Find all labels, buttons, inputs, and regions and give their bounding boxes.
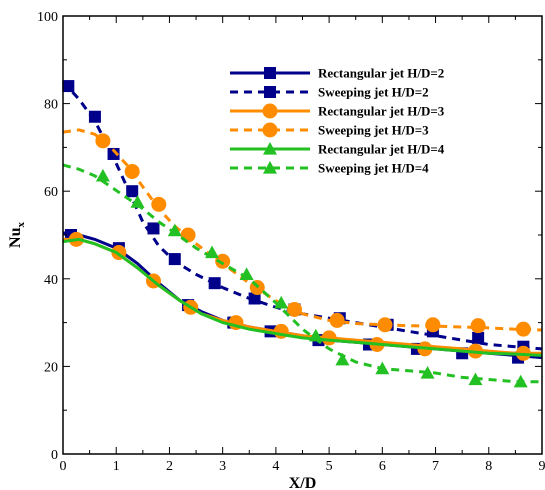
legend-item: Rectangular jet H/D=4	[230, 142, 445, 157]
data-point	[377, 317, 393, 333]
x-tick-label: 9	[539, 459, 545, 474]
y-axis-title-sub: x	[15, 222, 27, 228]
data-point	[147, 222, 160, 235]
series-line	[63, 237, 542, 355]
data-point	[470, 318, 486, 334]
data-point	[264, 86, 276, 98]
plot-frame	[62, 15, 543, 455]
y-axis-title: Nux	[7, 222, 27, 248]
series	[62, 163, 542, 388]
legend-label: Rectangular jet H/D=3	[318, 104, 445, 119]
data-point	[248, 292, 261, 305]
y-axis-title-main: Nu	[7, 227, 24, 248]
data-point	[205, 245, 220, 259]
data-point	[335, 352, 350, 366]
y-axis: 0 20 40 60 80 100	[37, 10, 542, 463]
y-tick-label: 80	[44, 98, 58, 113]
series	[62, 237, 543, 357]
series	[62, 229, 543, 364]
data-point	[95, 133, 111, 149]
x-tick-label: 5	[326, 459, 333, 474]
data-point	[262, 103, 278, 119]
x-tick-label: 2	[166, 459, 173, 474]
x-tick-label: 3	[219, 459, 226, 474]
data-point	[208, 277, 221, 290]
data-point	[308, 328, 323, 342]
y-tick-label: 20	[44, 360, 58, 375]
legend-item: Rectangular jet H/D=3	[230, 103, 445, 119]
plot-lines	[61, 80, 543, 388]
series	[62, 128, 543, 337]
data-point	[513, 374, 528, 388]
x-axis: 0 1 2 3 4 5 6 7 8 9	[60, 16, 545, 474]
data-point	[88, 110, 101, 123]
data-point	[263, 161, 277, 174]
data-point	[95, 168, 110, 182]
data-point	[262, 122, 278, 138]
y-tick-label: 100	[37, 10, 58, 25]
data-point	[472, 331, 485, 344]
svg-text:Nux: Nux	[7, 222, 27, 248]
legend-item: Sweeping jet H/D=3	[230, 122, 429, 138]
data-point	[321, 330, 337, 346]
x-tick-label: 8	[485, 459, 492, 474]
data-point	[168, 253, 181, 266]
legend-label: Rectangular jet H/D=2	[318, 66, 444, 81]
data-point	[107, 147, 120, 160]
data-point	[62, 80, 75, 93]
x-tick-label: 0	[60, 459, 67, 474]
series-line	[62, 237, 543, 357]
legend: Rectangular jet H/D=2 Sweeping jet H/D=2 R…	[230, 66, 445, 176]
data-point	[515, 321, 531, 337]
y-tick-label: 60	[44, 185, 58, 200]
series-line	[62, 128, 543, 332]
data-point	[263, 142, 277, 155]
series-line	[61, 80, 543, 351]
data-point	[239, 267, 254, 281]
data-point	[420, 365, 435, 379]
y-tick-label: 40	[44, 273, 58, 288]
data-point	[151, 196, 167, 212]
legend-label: Sweeping jet H/D=3	[318, 123, 429, 138]
y-tick-label: 0	[51, 448, 58, 463]
data-point	[468, 372, 483, 386]
data-point	[274, 295, 289, 309]
data-point	[215, 253, 231, 269]
series-line	[62, 163, 542, 384]
x-tick-label: 1	[113, 459, 120, 474]
x-axis-title: X/D	[289, 475, 317, 490]
legend-item: Sweeping jet H/D=4	[230, 161, 429, 176]
legend-label: Sweeping jet H/D=4	[318, 161, 429, 176]
data-point	[425, 317, 441, 333]
data-point	[375, 361, 390, 375]
legend-label: Rectangular jet H/D=4	[318, 142, 445, 157]
legend-item: Sweeping jet H/D=2	[230, 85, 429, 100]
x-tick-label: 4	[272, 459, 279, 474]
data-point	[287, 301, 303, 317]
x-tick-label: 6	[379, 459, 386, 474]
data-point	[167, 223, 182, 237]
data-point	[264, 67, 276, 79]
x-tick-label: 7	[432, 459, 439, 474]
legend-item: Rectangular jet H/D=2	[230, 66, 444, 81]
data-point	[126, 185, 139, 198]
legend-label: Sweeping jet H/D=2	[318, 85, 429, 100]
data-point	[130, 195, 145, 208]
data-point	[329, 312, 345, 328]
data-point	[124, 163, 140, 179]
series	[61, 80, 543, 353]
